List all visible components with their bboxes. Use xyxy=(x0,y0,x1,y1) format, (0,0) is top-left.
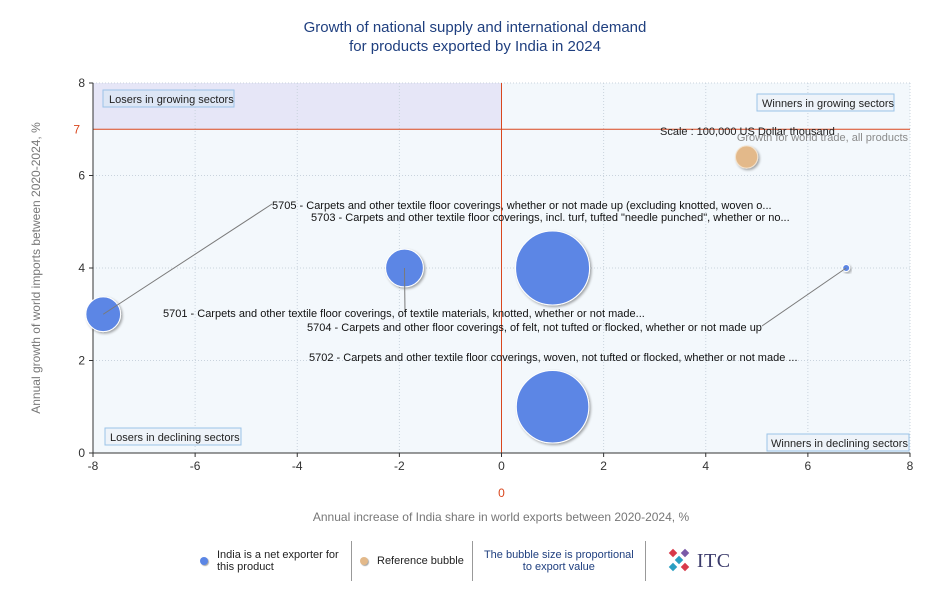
bubble-chart: Growth of national supply and internatio… xyxy=(29,19,914,524)
x-tick-label: -8 xyxy=(88,459,99,473)
ref-x-label: 0 xyxy=(498,486,505,500)
y-tick-label: 2 xyxy=(78,354,85,368)
legend-exporter-label: India is a net exporter for this product xyxy=(217,549,339,573)
leader-line xyxy=(761,267,847,327)
legend-divider xyxy=(471,541,473,581)
axis-ticks: -8 -6 -4 -2 0 2 4 6 8 0 2 4 6 8 xyxy=(78,76,913,473)
leader-lines xyxy=(102,203,847,327)
legend-note: The bubble size is proportional to expor… xyxy=(483,549,634,573)
x-tick-label: 4 xyxy=(702,459,709,473)
point-label: 5705 - Carpets and other textile floor c… xyxy=(272,200,772,212)
point-label: 5702 - Carpets and other textile floor c… xyxy=(309,352,798,364)
point-label: 5701 - Carpets and other textile floor c… xyxy=(163,308,645,320)
reference-bubble-icon xyxy=(360,557,368,565)
quadrant-label-top-left-text: Losers in growing sectors xyxy=(109,94,234,106)
y-tick-label: 8 xyxy=(78,76,85,90)
leader-line xyxy=(102,203,273,315)
x-tick-label: 6 xyxy=(805,459,812,473)
y-tick-label: 4 xyxy=(78,261,85,275)
itc-logo-text: ITC xyxy=(696,549,731,572)
bubble-exporter[interactable] xyxy=(515,369,590,444)
y-tick-label: 6 xyxy=(78,169,85,183)
x-tick-label: 2 xyxy=(600,459,607,473)
quadrant-label-top-left: Losers in growing sectors xyxy=(102,89,235,108)
legend-divider xyxy=(644,541,646,581)
x-axis-title: Annual increase of India share in world … xyxy=(313,510,690,524)
quadrant-label-bottom-left-text: Losers in declining sectors xyxy=(110,432,240,444)
ref-y-label: 7 xyxy=(73,122,80,136)
x-tick-label: -4 xyxy=(292,459,303,473)
x-tick-label: 0 xyxy=(498,459,505,473)
reference-label: Growth for world trade, all products xyxy=(737,132,909,144)
quadrant-label-bottom-left: Losers in declining sectors xyxy=(104,427,242,446)
chart-title-line-2: for products exported by India in 2024 xyxy=(349,38,601,55)
leader-line xyxy=(403,267,406,313)
x-tick-label: -2 xyxy=(394,459,405,473)
bubble-reference[interactable] xyxy=(735,145,759,169)
legend-item-exporter: India is a net exporter for this product xyxy=(192,541,351,581)
quadrant-label-top-right: Winners in growing sectors xyxy=(756,93,895,112)
legend-item-reference: Reference bubble xyxy=(352,541,472,581)
legend-divider xyxy=(351,541,352,581)
legend-reference-label: Reference bubble xyxy=(377,555,464,567)
bubbles xyxy=(85,145,851,444)
x-tick-label: 8 xyxy=(907,459,914,473)
bubble-exporter[interactable] xyxy=(515,230,591,306)
legend-item-note: The bubble size is proportional to expor… xyxy=(473,541,645,581)
quadrant-label-top-right-text: Winners in growing sectors xyxy=(762,98,895,110)
itc-logo: ITC xyxy=(646,541,731,581)
exporter-bubble-icon xyxy=(200,557,208,565)
x-tick-label: -6 xyxy=(190,459,201,473)
point-label: 5704 - Carpets and other floor coverings… xyxy=(307,322,762,334)
y-axis-title: Annual growth of world imports between 2… xyxy=(29,122,43,414)
point-labels: 5705 - Carpets and other textile floor c… xyxy=(163,200,798,364)
scale-label: Scale : 100,000 US Dollar thousand xyxy=(660,126,835,138)
quadrant-label-bottom-right-text: Winners in declining sectors xyxy=(771,438,908,450)
chart-title-line-1: Growth of national supply and internatio… xyxy=(304,19,647,36)
y-tick-label: 0 xyxy=(78,446,85,460)
quadrant-label-bottom-right: Winners in declining sectors xyxy=(766,433,910,452)
itc-logo-icon xyxy=(668,548,690,572)
legend: India is a net exporter for this product… xyxy=(192,541,731,581)
point-label: 5703 - Carpets and other textile floor c… xyxy=(311,212,790,224)
